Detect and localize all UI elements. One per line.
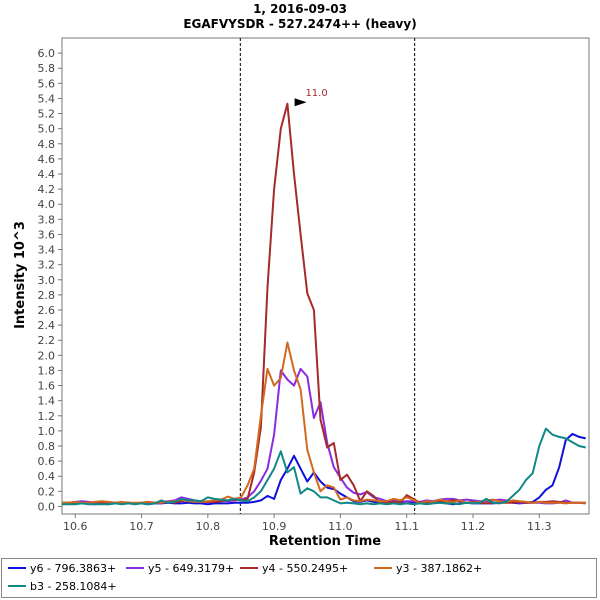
y-tick-label: 3.4 bbox=[38, 244, 56, 257]
peak-label: 11.0 bbox=[305, 88, 327, 99]
legend-label: y6 - 796.3863+ bbox=[30, 562, 117, 575]
x-tick-label: 10.7 bbox=[129, 520, 154, 533]
x-tick-label: 10.8 bbox=[196, 520, 221, 533]
y-tick-label: 2.8 bbox=[38, 289, 56, 302]
y-tick-label: 2.6 bbox=[38, 304, 56, 317]
legend-label: y3 - 387.1862+ bbox=[396, 562, 483, 575]
x-tick-label: 10.9 bbox=[262, 520, 287, 533]
y-tick-label: 1.4 bbox=[38, 395, 56, 408]
y-tick-label: 5.8 bbox=[38, 62, 56, 75]
legend-item: y4 - 550.2495+ bbox=[240, 561, 348, 577]
y-tick-label: 1.2 bbox=[38, 410, 56, 423]
y-tick-label: 0.0 bbox=[38, 500, 56, 513]
legend-label: y5 - 649.3179+ bbox=[148, 562, 235, 575]
legend-swatch bbox=[374, 567, 392, 569]
chart-title: 1, 2016-09-03 EGAFVYSDR - 527.2474++ (he… bbox=[0, 2, 600, 32]
peak-marker-icon bbox=[294, 98, 307, 107]
x-tick-label: 10.6 bbox=[63, 520, 88, 533]
y-tick-label: 4.6 bbox=[38, 153, 56, 166]
y-tick-label: 4.0 bbox=[38, 198, 56, 211]
y-tick-label: 3.0 bbox=[38, 274, 56, 287]
legend-label: y4 - 550.2495+ bbox=[262, 562, 349, 575]
integration-bounds bbox=[239, 38, 416, 514]
y-tick-label: 3.8 bbox=[38, 213, 56, 226]
y-tick-label: 0.4 bbox=[38, 470, 56, 483]
series-layer bbox=[62, 102, 586, 506]
y-tick-label: 0.2 bbox=[38, 485, 56, 498]
y-tick-label: 1.0 bbox=[38, 425, 56, 438]
chromatogram-chart: 11.0 0.0 0.2 0.4 0.6 0.8 1.0 1.2 1.4 1.6 1.8 2.0 2.… bbox=[13, 37, 590, 549]
y-tick-label: 5.0 bbox=[38, 123, 56, 136]
y-tick-label: 3.6 bbox=[38, 228, 56, 241]
x-tick-label: 11.2 bbox=[461, 520, 486, 533]
y-tick-label: 1.8 bbox=[38, 364, 56, 377]
y-tick-label: 3.2 bbox=[38, 259, 56, 272]
x-axis-label: Retention Time bbox=[269, 534, 381, 549]
y-tick-label: 5.6 bbox=[38, 77, 56, 90]
legend-item: y3 - 387.1862+ bbox=[374, 561, 482, 577]
legend-item: b3 - 258.1084+ bbox=[8, 579, 117, 595]
y-tick-label: 4.2 bbox=[38, 183, 56, 196]
legend-item: y6 - 796.3863+ bbox=[8, 561, 116, 577]
series-line-b3 bbox=[62, 427, 586, 506]
legend-item: y5 - 649.3179+ bbox=[126, 561, 234, 577]
x-tick-label: 11.1 bbox=[394, 520, 419, 533]
chart-title-line2: EGAFVYSDR - 527.2474++ (heavy) bbox=[183, 17, 417, 31]
legend-swatch bbox=[240, 567, 258, 569]
y-tick-label: 2.0 bbox=[38, 349, 56, 362]
y-tick-label: 1.6 bbox=[38, 380, 56, 393]
legend-swatch bbox=[8, 567, 26, 569]
series-line-y3 bbox=[62, 341, 586, 505]
x-tick-label: 11.3 bbox=[527, 520, 552, 533]
x-tick-label: 11.0 bbox=[328, 520, 353, 533]
y-tick-label: 0.6 bbox=[38, 455, 56, 468]
peak-annotation: 11.0 bbox=[294, 88, 328, 107]
y-tick-label: 5.2 bbox=[38, 108, 56, 121]
y-axis: 0.0 0.2 0.4 0.6 0.8 1.0 1.2 1.4 1.6 1.8 2.0 2.2 2.4 2… bbox=[38, 47, 62, 513]
chart-title-line1: 1, 2016-09-03 bbox=[253, 2, 347, 16]
legend-swatch bbox=[126, 567, 144, 569]
legend: y6 - 796.3863+ y5 - 649.3179+ y4 - 550.249… bbox=[1, 558, 597, 598]
y-tick-label: 4.8 bbox=[38, 138, 56, 151]
y-tick-label: 4.4 bbox=[38, 168, 56, 181]
x-axis: 10.6 10.7 10.8 10.9 11.0 11.1 11.2 11.3 bbox=[63, 514, 552, 533]
y-tick-label: 0.8 bbox=[38, 440, 56, 453]
y-tick-label: 2.4 bbox=[38, 319, 56, 332]
y-axis-label: Intensity 10^3 bbox=[13, 221, 28, 329]
y-tick-label: 2.2 bbox=[38, 334, 56, 347]
legend-label: b3 - 258.1084+ bbox=[30, 580, 117, 593]
y-tick-label: 5.4 bbox=[38, 92, 56, 105]
y-tick-label: 6.0 bbox=[38, 47, 56, 60]
legend-swatch bbox=[8, 585, 26, 587]
